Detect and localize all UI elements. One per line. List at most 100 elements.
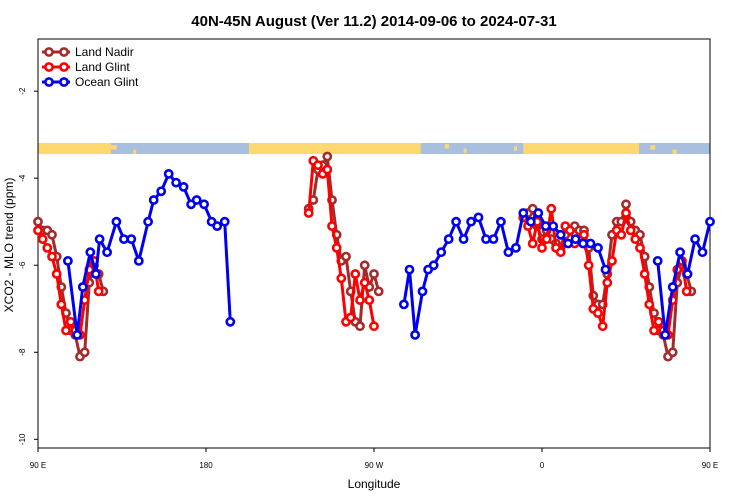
data-point xyxy=(675,247,685,258)
data-point xyxy=(102,247,112,258)
data-point xyxy=(635,242,645,253)
x-tick-label: 90 W xyxy=(365,461,384,470)
x-tick-label: 0 xyxy=(540,461,545,470)
data-point xyxy=(111,216,122,227)
data-point xyxy=(404,264,415,275)
data-point xyxy=(570,234,581,244)
data-point xyxy=(345,312,356,323)
data-point xyxy=(533,208,544,218)
data-point xyxy=(156,186,167,197)
data-point xyxy=(546,203,557,214)
data-point xyxy=(77,282,88,292)
data-point xyxy=(199,199,209,210)
data-point xyxy=(466,216,476,227)
data-point xyxy=(630,234,641,244)
data-point xyxy=(625,225,636,236)
data-point xyxy=(621,208,631,218)
legend-marker xyxy=(59,47,69,57)
data-point xyxy=(225,316,236,327)
series-ocean-glint xyxy=(63,168,715,340)
data-point xyxy=(85,247,96,258)
legend-marker xyxy=(59,77,69,87)
data-point xyxy=(436,247,447,258)
data-point xyxy=(126,234,137,244)
data-point xyxy=(621,199,631,210)
legend-label: Ocean Glint xyxy=(75,75,139,89)
data-point xyxy=(652,255,663,266)
y-tick-label: -10 xyxy=(18,433,27,445)
data-point xyxy=(369,269,379,279)
data-point xyxy=(667,347,678,358)
data-point xyxy=(143,216,153,227)
x-tick-label: 180 xyxy=(199,461,213,470)
data-point xyxy=(410,329,420,340)
data-point xyxy=(540,221,551,231)
data-point xyxy=(33,225,43,236)
data-point xyxy=(682,269,693,279)
data-point xyxy=(541,234,552,244)
data-point xyxy=(495,216,506,227)
data-point xyxy=(697,247,708,258)
data-point xyxy=(33,216,43,227)
axis-ticks: 90 E 180 90 W 0 90 E -2 -4 -6 -8 -10 xyxy=(18,87,718,470)
data-point xyxy=(94,234,105,244)
data-point xyxy=(579,229,589,240)
legend-label: Land Nadir xyxy=(75,45,134,59)
series-land-nadir xyxy=(33,151,697,362)
data-point xyxy=(331,242,342,253)
data-point xyxy=(133,255,144,266)
data-point xyxy=(212,221,223,231)
legend-marker xyxy=(44,77,54,87)
series-layer xyxy=(33,151,715,362)
data-point xyxy=(65,316,76,327)
data-point xyxy=(555,247,566,258)
y-tick-label: -2 xyxy=(18,87,27,95)
plot-frame xyxy=(37,38,711,449)
legend-marker xyxy=(59,62,69,72)
data-point xyxy=(178,181,189,192)
y-axis-label: XCO2 - MLO trend (ppm) xyxy=(2,178,16,313)
data-point xyxy=(443,234,454,244)
data-point xyxy=(364,295,375,305)
data-point xyxy=(555,229,566,240)
data-point xyxy=(660,329,671,340)
data-point xyxy=(602,277,613,288)
data-point xyxy=(525,216,536,227)
data-point xyxy=(148,195,159,205)
data-point xyxy=(527,238,538,249)
legend-marker xyxy=(44,62,54,72)
data-point xyxy=(473,212,484,223)
data-point xyxy=(355,321,365,332)
data-point xyxy=(398,299,409,310)
data-point xyxy=(565,225,575,236)
data-point xyxy=(649,325,659,336)
data-point xyxy=(359,260,370,271)
data-point xyxy=(503,247,514,258)
data-point xyxy=(191,195,202,205)
data-point xyxy=(607,255,617,266)
data-point xyxy=(322,151,333,162)
data-point xyxy=(548,221,559,231)
data-point xyxy=(350,269,361,279)
data-point xyxy=(93,286,104,297)
data-point xyxy=(705,216,715,227)
data-point xyxy=(56,299,67,310)
chart-title: 40N-45N August (Ver 11.2) 2014-09-06 to … xyxy=(191,13,556,30)
data-point xyxy=(72,329,83,340)
data-point xyxy=(488,234,499,244)
data-point xyxy=(171,177,181,188)
data-point xyxy=(690,234,700,244)
data-point xyxy=(47,229,57,240)
data-point xyxy=(51,269,62,279)
legend-label: Land Glint xyxy=(75,60,130,74)
data-point xyxy=(667,282,678,292)
data-point xyxy=(336,273,347,284)
data-point xyxy=(303,208,314,218)
data-point xyxy=(481,234,491,244)
data-point xyxy=(616,229,627,240)
data-point xyxy=(583,260,594,271)
data-point xyxy=(428,260,439,271)
y-tick-label: -6 xyxy=(18,261,27,269)
land-mask-band xyxy=(38,143,710,154)
data-point xyxy=(681,286,692,297)
